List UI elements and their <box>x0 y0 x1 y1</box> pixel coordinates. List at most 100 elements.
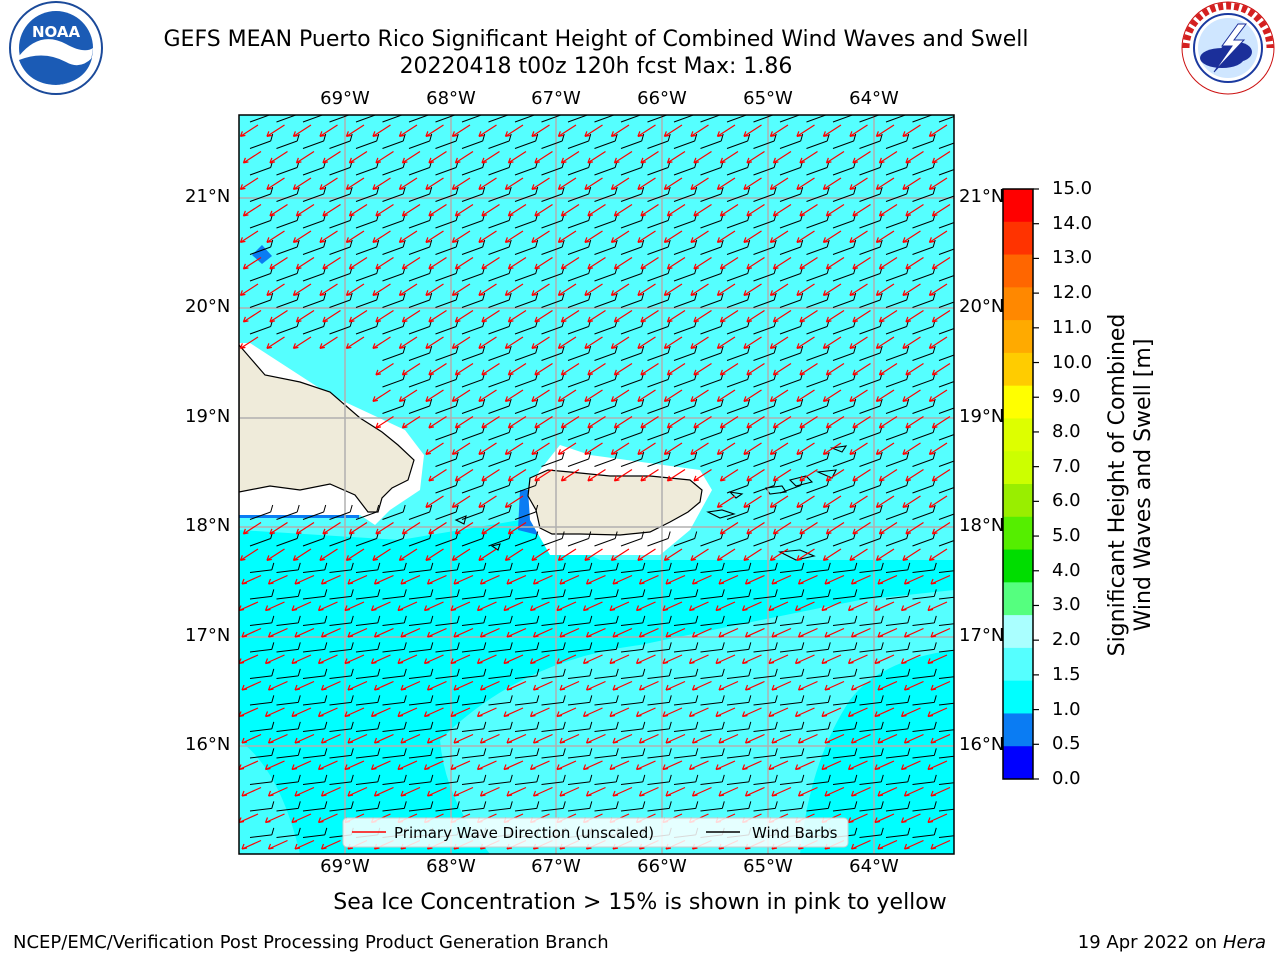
wind-barb <box>461 504 486 520</box>
wave-arrow <box>587 203 606 217</box>
wave-arrow <box>239 283 259 296</box>
wave-arrow <box>294 786 315 797</box>
wave-arrow <box>425 389 444 402</box>
wave-arrow <box>425 230 444 243</box>
wave-arrow <box>425 495 444 508</box>
wind-barb <box>779 292 804 308</box>
wave-arrow <box>927 601 948 612</box>
wave-arrow <box>902 495 921 508</box>
wind-barb <box>806 721 831 732</box>
wave-arrow <box>822 495 842 508</box>
wind-barb <box>276 801 301 812</box>
wind-barb <box>647 615 672 626</box>
wind-barb <box>912 239 936 255</box>
wave-arrow <box>428 256 447 270</box>
wind-barb <box>832 133 857 149</box>
wind-barb <box>594 398 618 414</box>
wave-arrow <box>905 362 924 376</box>
wind-barb <box>249 827 275 838</box>
wind-barb <box>779 451 804 467</box>
wave-arrow <box>877 786 898 797</box>
wind-barb <box>249 774 275 785</box>
wave-arrow <box>423 707 444 718</box>
wave-arrow <box>772 256 792 270</box>
wave-arrow <box>875 495 895 508</box>
wind-barb <box>726 642 752 653</box>
wind-barb <box>276 615 301 626</box>
wave-arrow <box>797 733 818 744</box>
wave-arrow <box>267 786 288 797</box>
wind-barb <box>382 774 407 785</box>
wave-arrow <box>931 415 951 429</box>
wave-arrow <box>506 733 527 744</box>
wave-arrow <box>344 707 365 718</box>
wave-arrow <box>476 654 497 665</box>
wave-arrow <box>320 627 341 638</box>
wind-barb <box>647 642 672 653</box>
wind-barb <box>567 133 592 149</box>
noaa-logo-text: NOAA <box>32 23 81 41</box>
wave-arrow <box>799 468 818 482</box>
wave-arrow <box>610 442 630 455</box>
wave-arrow <box>772 415 792 429</box>
wave-arrow <box>877 627 898 638</box>
wind-barb <box>276 562 301 573</box>
wave-arrow <box>242 203 262 217</box>
colorbar-segment <box>1003 189 1033 223</box>
wind-barb <box>461 239 486 255</box>
wave-arrow <box>688 654 709 665</box>
wind-barb <box>726 801 752 812</box>
wave-arrow <box>719 468 739 482</box>
wind-barb <box>329 748 354 759</box>
wave-arrow <box>504 283 524 296</box>
colorbar-tick-label: 7.0 <box>1052 455 1081 477</box>
wind-barb <box>488 695 513 706</box>
wave-arrow <box>905 468 924 482</box>
wind-barb <box>276 504 300 520</box>
wind-barb <box>938 275 954 282</box>
wave-arrow <box>423 654 444 665</box>
wind-barb <box>779 504 804 520</box>
wind-barb <box>620 721 646 732</box>
wind-barb <box>382 615 407 626</box>
wave-arrow <box>772 362 792 376</box>
wind-barb <box>912 827 937 838</box>
wave-arrow <box>345 336 365 349</box>
wave-arrow <box>850 733 871 744</box>
wind-barb <box>435 774 460 785</box>
wind-barb <box>859 721 884 732</box>
wave-arrow <box>267 574 288 585</box>
wind-barb <box>408 668 434 679</box>
wave-arrow <box>875 442 895 455</box>
wave-arrow <box>242 256 262 270</box>
wave-arrow <box>375 309 394 323</box>
wind-barb <box>832 774 858 785</box>
wind-barb <box>885 292 910 308</box>
wave-arrow <box>295 256 315 270</box>
wave-arrow <box>585 786 606 797</box>
wave-arrow <box>878 468 898 482</box>
wave-arrow <box>771 680 792 691</box>
wind-barb <box>938 407 954 414</box>
wave-arrow <box>825 150 845 164</box>
wind-barb <box>329 186 353 202</box>
wind-barb <box>382 562 407 573</box>
wind-barb <box>726 133 751 149</box>
wave-arrow <box>821 601 842 612</box>
wind-barb <box>541 642 566 653</box>
wave-arrow <box>900 813 921 824</box>
wind-barb <box>779 695 805 706</box>
wave-arrow <box>345 177 365 190</box>
wave-arrow <box>665 733 686 744</box>
wind-barb <box>700 801 725 812</box>
wind-barb <box>514 186 539 202</box>
wind-barb <box>541 398 565 414</box>
wave-arrow <box>506 574 527 585</box>
wave-arrow <box>291 813 312 824</box>
wind-barb <box>355 186 380 202</box>
wave-arrow <box>852 415 871 429</box>
wind-barb <box>594 133 618 149</box>
wave-arrow <box>772 309 792 323</box>
wave-arrow <box>613 203 633 217</box>
wave-arrow <box>428 468 447 482</box>
